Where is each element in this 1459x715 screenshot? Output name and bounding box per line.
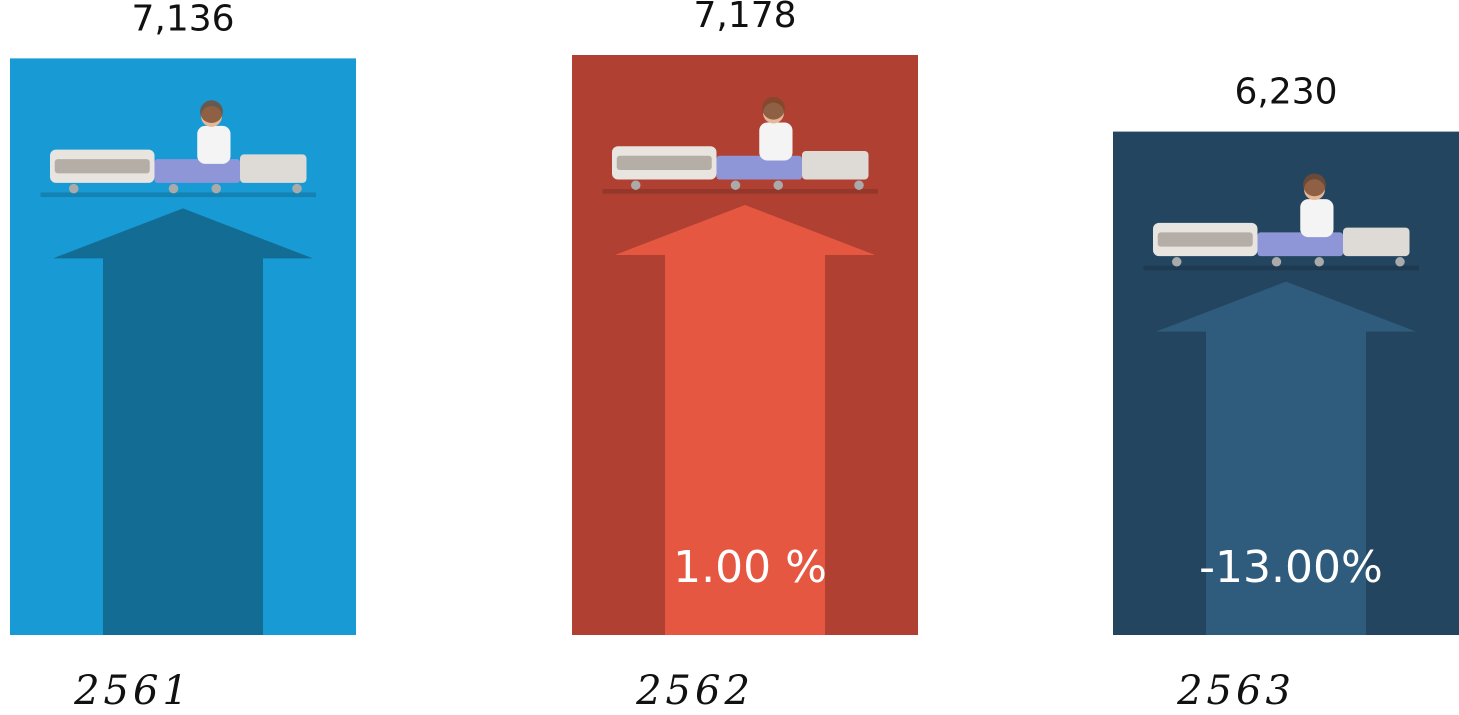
bed-wheel <box>69 183 79 194</box>
bed-wheel <box>631 180 641 190</box>
bed-icon <box>1143 173 1419 271</box>
x-tick-label: 2563 <box>1176 668 1295 714</box>
value-label: 7,178 <box>693 0 796 36</box>
x-tick-label: 2562 <box>635 668 754 714</box>
bed-icon-part <box>1300 199 1334 238</box>
arrow <box>1156 281 1416 635</box>
value-label: 6,230 <box>1234 72 1337 113</box>
bed-icon-part <box>154 159 240 183</box>
bed-icon-part <box>716 155 802 180</box>
bed-icon-part <box>759 122 793 161</box>
bed-icon-part <box>1157 232 1253 247</box>
arrow <box>53 208 313 635</box>
bed-icon-part <box>40 192 316 198</box>
value-label: 7,136 <box>131 0 234 39</box>
bed-wheel <box>773 180 783 190</box>
bed-icon <box>40 100 316 198</box>
bed-wheel <box>1395 257 1405 267</box>
bed-wheel <box>730 180 741 190</box>
bed-wheel <box>292 183 302 194</box>
bed-wheel <box>1172 257 1182 267</box>
bed-icon-part <box>1303 173 1326 197</box>
bed-icon-part <box>1343 227 1410 257</box>
bed-wheel <box>211 183 221 194</box>
change-label: 1.00 % <box>673 542 827 593</box>
bed-icon-part <box>1257 232 1343 257</box>
change-label: -13.00% <box>1199 542 1383 593</box>
bed-icon-part <box>602 189 878 194</box>
arrow <box>615 205 875 635</box>
bed-icon-part <box>200 100 223 124</box>
bed-wheel <box>168 183 179 194</box>
x-tick-label: 2561 <box>73 668 192 714</box>
bed-icon-part <box>762 96 785 120</box>
bed-icon-part <box>240 154 307 183</box>
bed-wheel <box>1271 257 1282 267</box>
bed-wheel <box>1314 257 1324 267</box>
bed-icon-part <box>802 151 869 180</box>
bed-icon-part <box>1143 265 1419 271</box>
bed-icon-part <box>197 125 231 164</box>
bed-icon <box>602 96 878 194</box>
bed-icon-part <box>616 155 712 170</box>
bed-wheel <box>854 180 864 190</box>
bed-icon-part <box>54 159 150 174</box>
